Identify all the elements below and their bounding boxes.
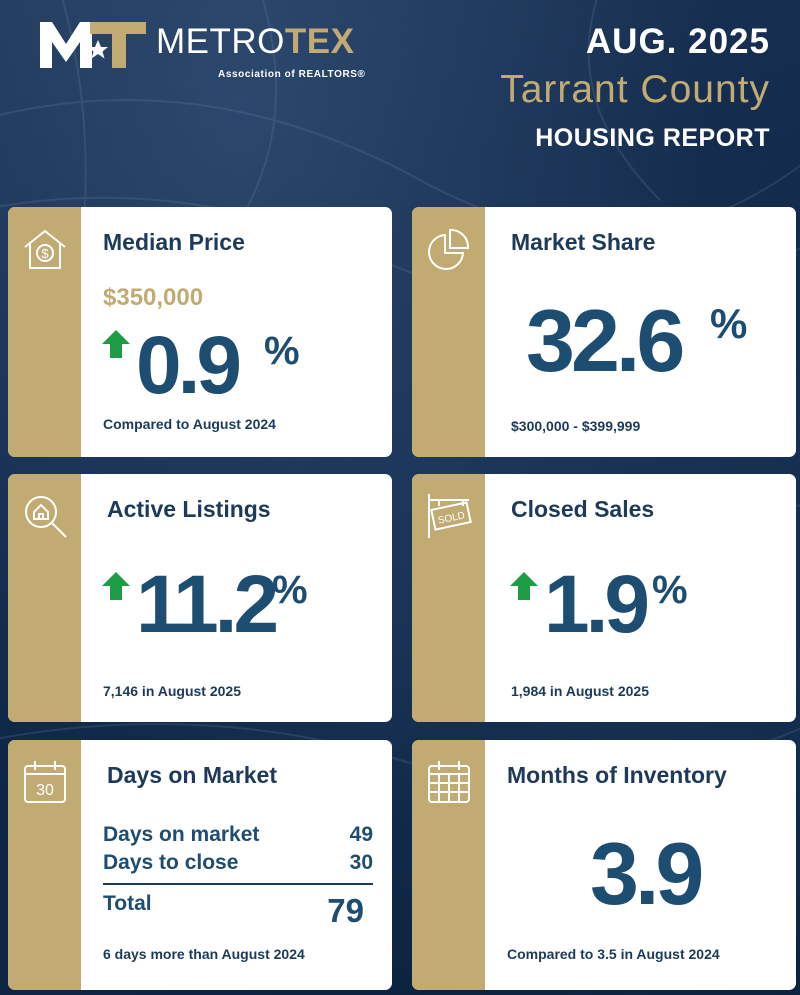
card-title: Closed Sales: [511, 496, 655, 522]
card-stripe: [412, 740, 485, 990]
closed-sales-card: SOLD Closed Sales 1.9 % 1,984 in August …: [412, 474, 796, 722]
calendar-icon-text: 30: [36, 782, 54, 799]
card-footnote: 6 days more than August 2024: [103, 946, 305, 962]
active-listings-change: 11.2: [136, 559, 279, 650]
months-of-inventory-value: 3.9: [590, 824, 704, 923]
row-value: 49: [349, 823, 373, 846]
percent-sign: %: [652, 568, 688, 612]
row-value: 30: [349, 851, 373, 874]
brand-name: METROTEX: [156, 22, 354, 62]
pie-chart-icon: [428, 228, 470, 270]
up-arrow-icon: [102, 572, 130, 600]
card-stripe: SOLD: [412, 474, 485, 722]
percent-sign: %: [710, 300, 748, 347]
brand-tex: TEX: [284, 22, 355, 61]
svg-text:$: $: [41, 246, 49, 261]
total-label: Total: [103, 892, 152, 915]
percent-sign: %: [272, 568, 308, 612]
card-title: Median Price: [103, 229, 245, 255]
card-stripe: 30: [8, 740, 81, 990]
mt-logo-mark-icon: [40, 22, 146, 68]
up-arrow-icon: [102, 330, 130, 358]
active-listings-card: Active Listings 11.2 % 7,146 in August 2…: [8, 474, 392, 722]
total-value: 79: [327, 892, 364, 929]
sold-sign-icon: SOLD: [428, 494, 472, 538]
house-dollar-icon: $: [24, 229, 66, 269]
card-title: Active Listings: [107, 496, 271, 522]
card-stripe: $: [8, 207, 81, 457]
row-label: Days on market: [103, 823, 260, 846]
closed-sales-change: 1.9: [544, 559, 650, 650]
calendar-grid-icon: [428, 761, 470, 803]
card-footnote: Compared to August 2024: [103, 416, 276, 432]
median-price-change: 0.9: [136, 320, 242, 411]
card-title: Months of Inventory: [507, 762, 727, 788]
card-footnote: Compared to 3.5 in August 2024: [507, 946, 720, 962]
months-of-inventory-card: Months of Inventory 3.9 Compared to 3.5 …: [412, 740, 796, 990]
report-title: HOUSING REPORT: [535, 124, 770, 152]
card-stripe: [8, 474, 81, 722]
calendar-icon: 30: [24, 761, 66, 803]
card-title: Market Share: [511, 229, 656, 255]
card-footnote: 1,984 in August 2025: [511, 683, 649, 699]
median-price-value: $350,000: [103, 284, 204, 311]
percent-sign: %: [264, 329, 300, 373]
median-price-card: $ Median Price $350,000 0.9 % Compared t…: [8, 207, 392, 457]
card-footnote: $300,000 - $399,999: [511, 418, 641, 434]
up-arrow-icon: [510, 572, 538, 600]
market-share-card: Market Share 32.6 % $300,000 - $399,999: [412, 207, 796, 457]
card-title: Days on Market: [107, 762, 278, 788]
brand-metro: METRO: [156, 22, 285, 61]
card-footnote: 7,146 in August 2025: [103, 683, 241, 699]
card-stripe: [412, 207, 485, 457]
report-date: AUG. 2025: [585, 22, 770, 61]
magnifier-house-icon: [25, 496, 67, 538]
brand-subtitle: Association of REALTORS®: [218, 69, 366, 80]
report-county: Tarrant County: [500, 68, 770, 111]
days-on-market-card: 30 Days on Market Days on market 49 Days…: [8, 740, 392, 990]
total-divider: [103, 883, 373, 885]
market-share-value: 32.6: [526, 291, 685, 390]
row-label: Days to close: [103, 851, 239, 874]
